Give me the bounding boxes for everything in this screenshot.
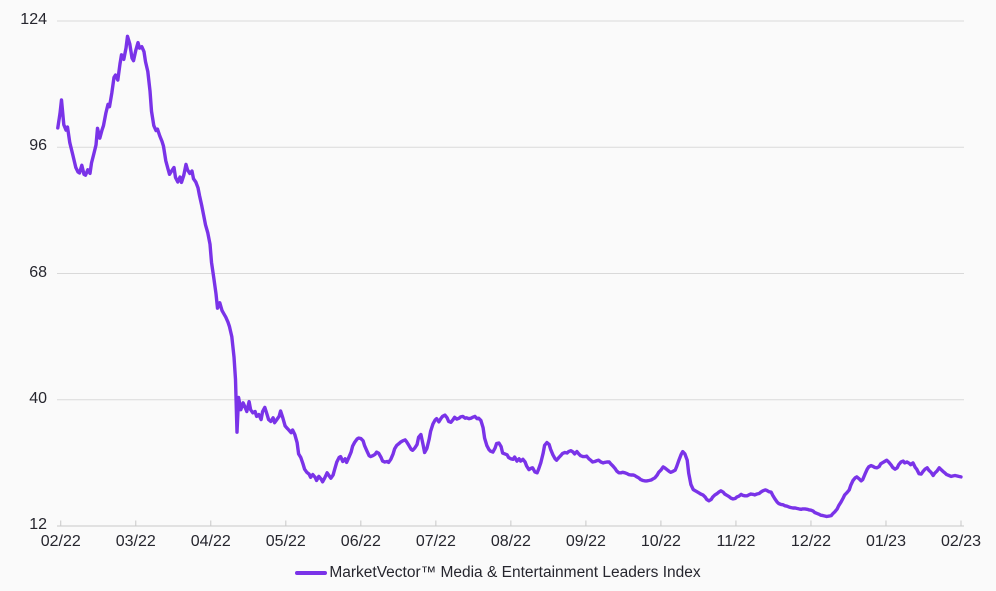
legend-label: MarketVector™ Media & Entertainment Lead… [329,564,701,581]
x-axis-label: 06/22 [340,533,381,550]
index-line-series [56,34,963,519]
x-axis-label: 07/22 [415,533,456,550]
x-axis-label: 09/22 [565,533,606,550]
x-axis-label: 04/22 [190,533,231,550]
x-axis-label: 02/22 [40,533,81,550]
x-axis-label: 11/22 [716,533,756,550]
y-axis-label: 12 [29,516,47,533]
y-axis-label: 124 [20,11,47,28]
x-axis-label: 01/23 [865,533,906,550]
x-axis-label: 08/22 [490,533,531,550]
x-axis-label: 02/23 [940,533,981,550]
x-axis-label: 05/22 [265,533,306,550]
x-axis-label: 10/22 [640,533,681,550]
legend-line-swatch [295,571,328,575]
y-axis-label: 96 [29,137,47,155]
y-axis-label: 40 [29,389,47,407]
x-axis-label: 12/22 [790,533,831,550]
legend: MarketVector™ Media & Entertainment Lead… [0,563,996,583]
y-axis-label: 68 [29,263,47,281]
x-axis-label: 03/22 [115,533,156,550]
